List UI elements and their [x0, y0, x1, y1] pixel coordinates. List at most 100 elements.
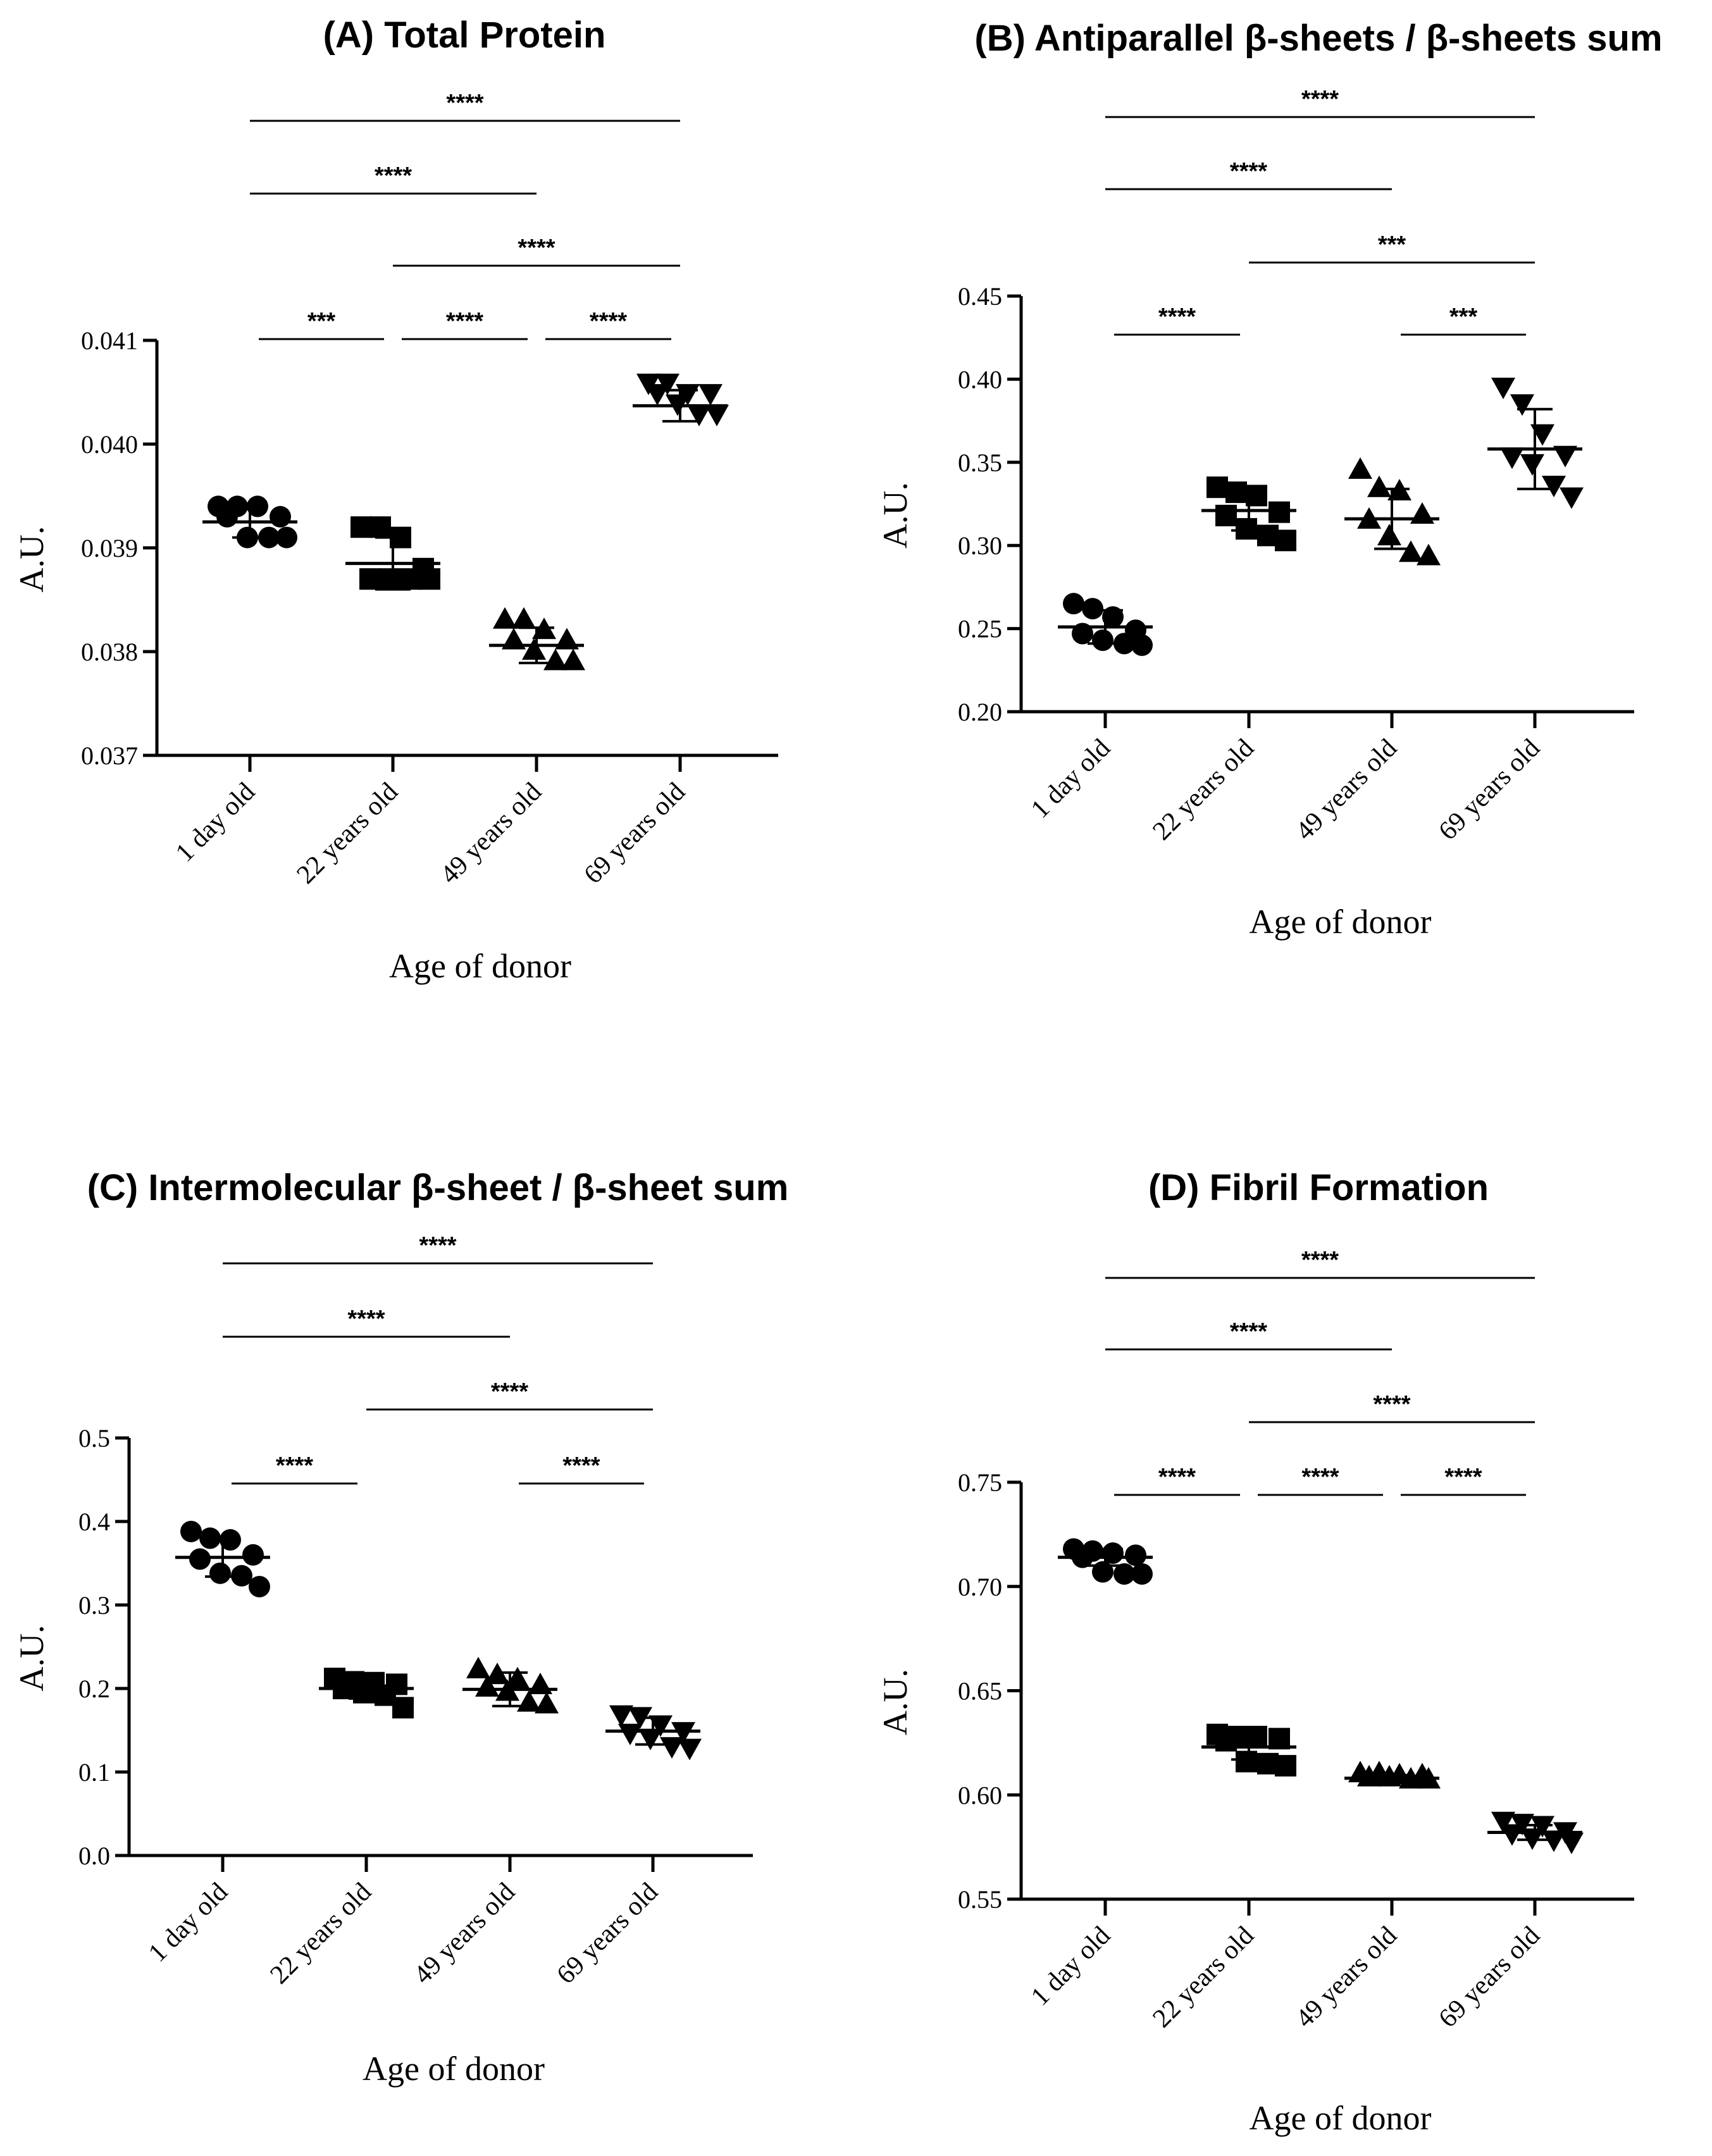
data-point-triangle-down	[698, 384, 723, 406]
series-group	[1201, 476, 1296, 552]
y-tick-label: 0.20	[958, 698, 1002, 726]
data-point-circle	[258, 526, 280, 548]
data-point-square	[350, 516, 372, 538]
data-point-circle	[1092, 629, 1113, 651]
y-tick-label: 0.25	[958, 615, 1002, 643]
data-point-square	[1225, 481, 1247, 504]
x-category-label: 49 years old	[435, 778, 547, 890]
x-category-label: 22 years old	[1147, 1921, 1260, 2034]
chart-title: (B) Antiparallel β-sheets / β-sheets sum	[974, 18, 1662, 59]
data-point-square	[1236, 1750, 1257, 1773]
data-point-triangle-up	[493, 607, 517, 629]
data-point-circle	[180, 1520, 202, 1542]
data-point-circle	[209, 1562, 231, 1584]
data-point-circle	[231, 1564, 252, 1587]
data-point-circle	[1102, 606, 1124, 628]
y-axis-label: A.U.	[876, 482, 914, 548]
data-point-triangle-down	[660, 1737, 684, 1759]
x-category-label: 69 years old	[1433, 1921, 1546, 2034]
data-point-circle	[1063, 593, 1084, 615]
x-axis-label: Age of donor	[363, 2050, 545, 2088]
data-point-circle	[1082, 598, 1103, 620]
x-axis-label: Age of donor	[1250, 903, 1432, 941]
panel-b-antiparallel-beta-sheets: (B) Antiparallel β-sheets / β-sheets sum…	[876, 18, 1663, 941]
series-group	[175, 1520, 270, 1597]
significance-label: ****	[1158, 1464, 1196, 1490]
data-point-triangle-down	[638, 1728, 662, 1750]
y-tick-label: 0.35	[958, 449, 1002, 477]
y-axis-label: A.U.	[876, 1669, 914, 1735]
data-point-square	[1268, 501, 1290, 523]
data-point-triangle-down	[618, 1723, 642, 1745]
data-point-triangle-down	[1491, 377, 1515, 399]
data-point-triangle-down	[1530, 424, 1554, 446]
data-point-triangle-down	[1500, 447, 1524, 469]
data-point-triangle-up	[475, 1675, 499, 1697]
data-point-triangle-down	[705, 404, 729, 426]
significance-label: ****	[1373, 1391, 1410, 1418]
data-point-square	[1236, 517, 1257, 540]
data-point-square	[1215, 504, 1237, 526]
series-group	[489, 607, 585, 671]
significance-label: ****	[518, 235, 555, 261]
series-group	[1487, 1811, 1584, 1854]
data-point-triangle-up	[561, 648, 585, 671]
x-category-label: 69 years old	[578, 778, 691, 890]
y-tick-label: 0.039	[81, 534, 138, 562]
y-tick-label: 0.0	[78, 1842, 110, 1870]
series-group	[345, 516, 440, 591]
data-point-circle	[220, 1529, 241, 1551]
data-point-triangle-down	[1542, 476, 1566, 498]
y-tick-label: 0.4	[78, 1508, 110, 1536]
x-category-label: 69 years old	[1433, 734, 1546, 846]
series-group	[1058, 1538, 1153, 1585]
data-point-triangle-up	[522, 638, 546, 660]
data-point-triangle-down	[1520, 454, 1544, 476]
x-category-label: 49 years old	[408, 1878, 521, 1990]
series-group	[319, 1668, 414, 1719]
panel-a-total-protein: (A) Total Protein 0.037 0.038 0.039 0.040 0.0…	[13, 15, 778, 985]
data-point-circle	[1113, 633, 1135, 655]
data-point-square	[353, 1682, 375, 1704]
y-tick-label: 0.5	[78, 1424, 110, 1453]
data-point-triangle-down	[1553, 445, 1577, 468]
series-group	[605, 1705, 702, 1761]
data-point-square	[1206, 476, 1228, 499]
data-point-circle	[1131, 634, 1153, 656]
x-category-label: 1 day old	[1026, 734, 1116, 824]
y-tick-label: 0.041	[81, 326, 138, 355]
significance-label: ****	[562, 1453, 600, 1479]
data-point-triangle-up	[528, 1672, 552, 1694]
data-point-square	[419, 568, 440, 590]
data-point-triangle-up	[1377, 523, 1401, 545]
x-category-label: 22 years old	[291, 778, 404, 890]
data-point-triangle-up	[535, 1692, 559, 1714]
data-point-triangle-down	[678, 1738, 702, 1761]
chart-title: (A) Total Protein	[323, 15, 606, 56]
significance-label: ****	[446, 308, 483, 335]
data-point-triangle-up	[1410, 502, 1434, 524]
data-point-triangle-up	[466, 1656, 490, 1678]
panel-d-fibril-formation: (D) Fibril Formation 0.55 0.60 0.65 0.70 0.75…	[876, 1167, 1634, 2137]
x-category-label: 22 years old	[1147, 734, 1260, 846]
significance-label: ****	[446, 90, 483, 116]
data-point-triangle-down	[1510, 394, 1534, 416]
data-point-triangle-down	[687, 404, 711, 426]
data-point-triangle-down	[1542, 1830, 1566, 1852]
y-axis-label: A.U.	[13, 1625, 51, 1692]
data-point-square	[1275, 530, 1296, 552]
x-category-label: 1 day old	[170, 778, 261, 868]
significance-label: ****	[1444, 1464, 1482, 1490]
y-tick-label: 0.65	[958, 1677, 1002, 1706]
significance-label: ****	[491, 1378, 528, 1405]
significance-label: ****	[1230, 1318, 1267, 1345]
x-category-label: 69 years old	[551, 1878, 664, 1990]
y-tick-label: 0.3	[78, 1591, 110, 1620]
significance-label: ****	[375, 163, 412, 189]
data-point-triangle-up	[543, 648, 568, 671]
y-tick-label: 0.30	[958, 531, 1002, 560]
significance-label: ****	[1158, 304, 1196, 330]
series-group	[1487, 377, 1584, 509]
y-tick-label: 0.70	[958, 1573, 1002, 1601]
data-point-triangle-up	[1367, 475, 1391, 497]
